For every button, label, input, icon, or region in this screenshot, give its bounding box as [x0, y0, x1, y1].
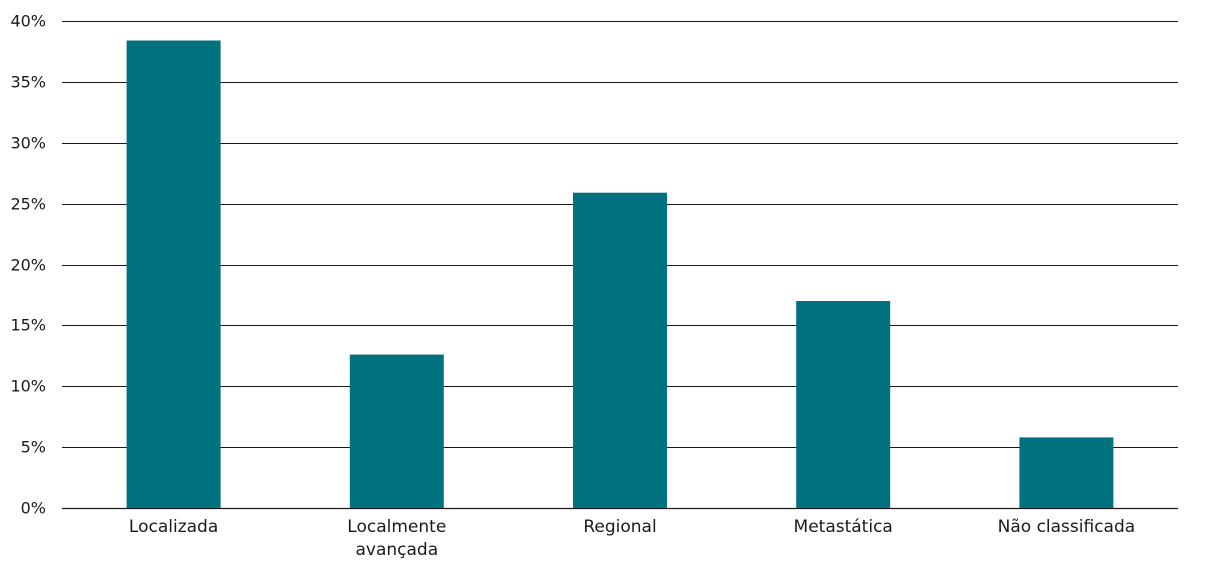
x-tick-label-line: avançada — [355, 540, 438, 560]
bars — [126, 40, 1114, 508]
y-tick-label: 0% — [21, 499, 46, 518]
x-tick-label-line: Não classificada — [998, 517, 1136, 537]
x-axis-labels: Localizada Localmente avançada Regional Meta… — [129, 517, 1135, 560]
x-tick-label: Não classificada — [998, 517, 1136, 537]
y-tick-label: 15% — [10, 316, 46, 335]
bar — [349, 354, 444, 508]
x-tick-label: Metastática — [794, 517, 893, 537]
y-tick-label: 5% — [21, 438, 46, 457]
x-tick-label-line: Regional — [583, 517, 656, 537]
x-tick-label: Localmente avançada — [347, 517, 446, 560]
y-tick-label: 25% — [10, 195, 46, 214]
y-tick-label: 35% — [10, 73, 46, 92]
x-tick-label: Localizada — [129, 517, 218, 537]
y-tick-label: 20% — [10, 256, 46, 275]
y-axis-ticks: 0% 5% 10% 15% 20% 25% 30% 35% 40% — [10, 12, 46, 518]
bar — [1019, 437, 1114, 508]
bar — [126, 40, 221, 508]
bar — [573, 192, 667, 508]
x-tick-label-line: Metastática — [794, 517, 893, 537]
bar — [796, 301, 891, 508]
y-tick-label: 10% — [10, 377, 46, 396]
y-tick-label: 40% — [10, 12, 46, 31]
x-tick-label: Regional — [583, 517, 656, 537]
x-tick-label-line: Localizada — [129, 517, 218, 537]
x-tick-label-line: Localmente — [347, 517, 446, 537]
y-tick-label: 30% — [10, 134, 46, 153]
